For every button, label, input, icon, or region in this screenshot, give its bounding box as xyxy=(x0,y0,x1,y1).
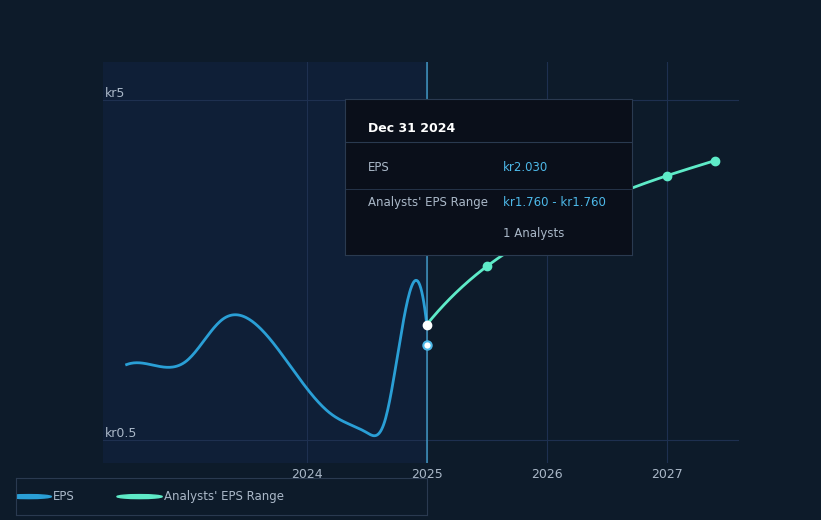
Text: Analysts Forecasts: Analysts Forecasts xyxy=(433,111,549,124)
Bar xyxy=(103,62,427,463)
Circle shape xyxy=(117,495,163,499)
Text: Dec 31 2024: Dec 31 2024 xyxy=(368,122,455,135)
Text: kr2.030: kr2.030 xyxy=(502,161,548,174)
Text: Actual: Actual xyxy=(382,111,421,124)
Text: kr0.5: kr0.5 xyxy=(105,427,137,440)
Text: EPS: EPS xyxy=(368,161,389,174)
Text: 1 Analysts: 1 Analysts xyxy=(502,227,564,240)
Circle shape xyxy=(6,495,51,499)
Text: Analysts' EPS Range: Analysts' EPS Range xyxy=(164,490,284,503)
Text: kr1.760 - kr1.760: kr1.760 - kr1.760 xyxy=(502,196,606,209)
Text: Analysts' EPS Range: Analysts' EPS Range xyxy=(368,196,488,209)
Text: kr5: kr5 xyxy=(105,87,126,100)
Text: EPS: EPS xyxy=(53,490,75,503)
